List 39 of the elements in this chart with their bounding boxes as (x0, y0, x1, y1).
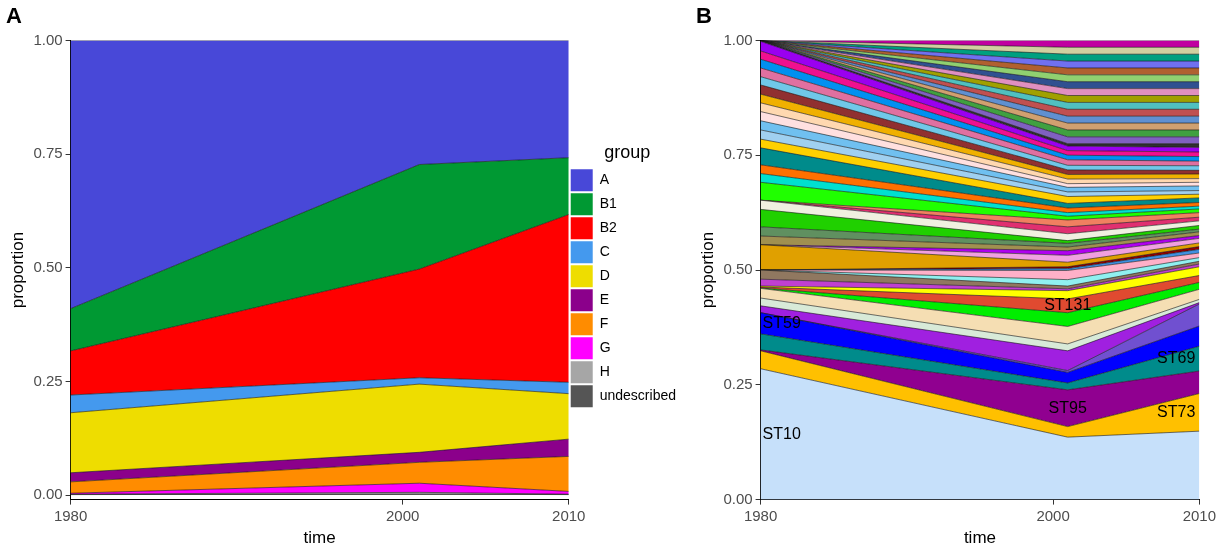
x-tick-label: 2000 (1036, 506, 1070, 524)
series-label: ST69 (1157, 349, 1196, 367)
legend-label: C (599, 243, 610, 260)
legend-label: H (599, 363, 610, 380)
y-tick-label: 1.00 (723, 30, 753, 48)
x-axis-title: time (963, 528, 997, 548)
y-tick-label: 0.00 (33, 485, 63, 503)
legend-label: D (599, 267, 610, 284)
series-label: ST59 (762, 313, 801, 331)
series-label: ST10 (762, 424, 801, 442)
series-label: ST131 (1044, 296, 1092, 314)
y-tick-label: 0.50 (723, 260, 753, 278)
y-tick-label: 1.00 (33, 30, 63, 48)
series-label: ST73 (1157, 402, 1196, 420)
legend-label: G (599, 339, 611, 356)
legend-label: F (599, 315, 609, 332)
y-tick-label: 0.75 (723, 145, 753, 163)
chart-title: B (696, 3, 712, 29)
legend-label: B1 (599, 195, 618, 212)
x-tick-label: 2010 (552, 506, 586, 524)
legend-label: A (599, 171, 610, 188)
y-tick-label: 0.50 (33, 257, 63, 275)
x-tick-label: 1980 (53, 506, 88, 524)
x-tick-label: 1980 (743, 506, 778, 524)
y-tick-label: 0.00 (723, 489, 753, 507)
legend-label: undescribed (599, 387, 677, 404)
x-tick-label: 2000 (385, 506, 420, 524)
series-label: ST95 (1048, 398, 1087, 416)
chart-title: A (6, 3, 22, 29)
x-axis-title: time (303, 528, 336, 548)
y-axis-title: proportion (7, 231, 27, 309)
legend-title: group (604, 141, 651, 162)
y-axis-title: proportion (697, 231, 717, 309)
x-tick-label: 2010 (1182, 506, 1216, 524)
y-tick-label: 0.75 (33, 144, 63, 162)
y-tick-label: 0.25 (723, 374, 753, 392)
y-tick-label: 0.25 (33, 371, 63, 389)
legend-label: B2 (599, 219, 618, 236)
legend-label: E (599, 291, 610, 308)
